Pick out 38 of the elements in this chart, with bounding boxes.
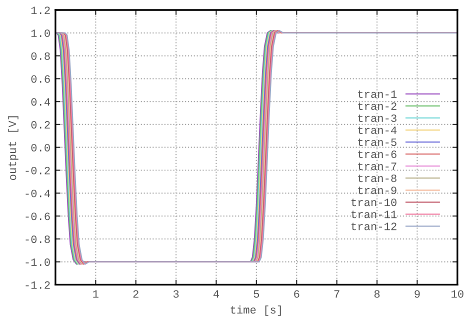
y-tick-label: 0.8 [31,52,50,60]
legend-label: tran-1 [358,90,397,98]
legend-label: tran-4 [358,126,397,134]
x-tick-label: 10 [452,290,464,298]
x-tick-label: 9 [414,290,420,298]
y-tick-label: 0.6 [31,75,50,83]
legend-label: tran-8 [358,174,396,182]
legend-label: tran-2 [358,102,396,110]
legend-label: tran-7 [358,162,396,170]
y-tick-label: -0.6 [26,212,50,220]
y-tick-label: 0.0 [31,144,50,152]
legend-label: tran-3 [358,114,396,122]
legend-label: tran-9 [358,186,396,194]
y-tick-label: 1.0 [31,29,50,38]
x-tick-label: 6 [294,290,300,298]
x-tick-label: 4 [213,290,220,298]
x-tick-label: 5 [254,290,260,298]
legend-label: tran-11 [352,210,397,218]
y-tick-label: -0.4 [26,190,50,198]
y-tick-label: -0.8 [26,236,50,244]
y-tick-label: 0.4 [31,98,50,106]
x-tick-label: 2 [133,290,138,298]
x-tick-label: 1 [93,290,98,298]
legend-label: tran-10 [352,198,396,206]
x-tick-label: 7 [334,290,340,298]
y-tick-label: 1.2 [31,6,50,14]
legend-label: tran-5 [358,138,396,146]
line-series [55,30,458,265]
x-tick-label: 8 [374,290,380,298]
y-axis-title: output [V] [8,116,18,180]
legend-label: tran-12 [352,222,396,230]
x-tick-label: 3 [173,290,179,298]
y-tick-label: -1.2 [26,281,50,289]
x-axis-title: time [s] [230,305,281,316]
legend-label: tran-6 [358,150,396,158]
y-tick-label: -1.0 [26,258,50,266]
y-tick-label: 0.2 [31,121,50,129]
y-tick-label: -0.2 [26,166,50,174]
